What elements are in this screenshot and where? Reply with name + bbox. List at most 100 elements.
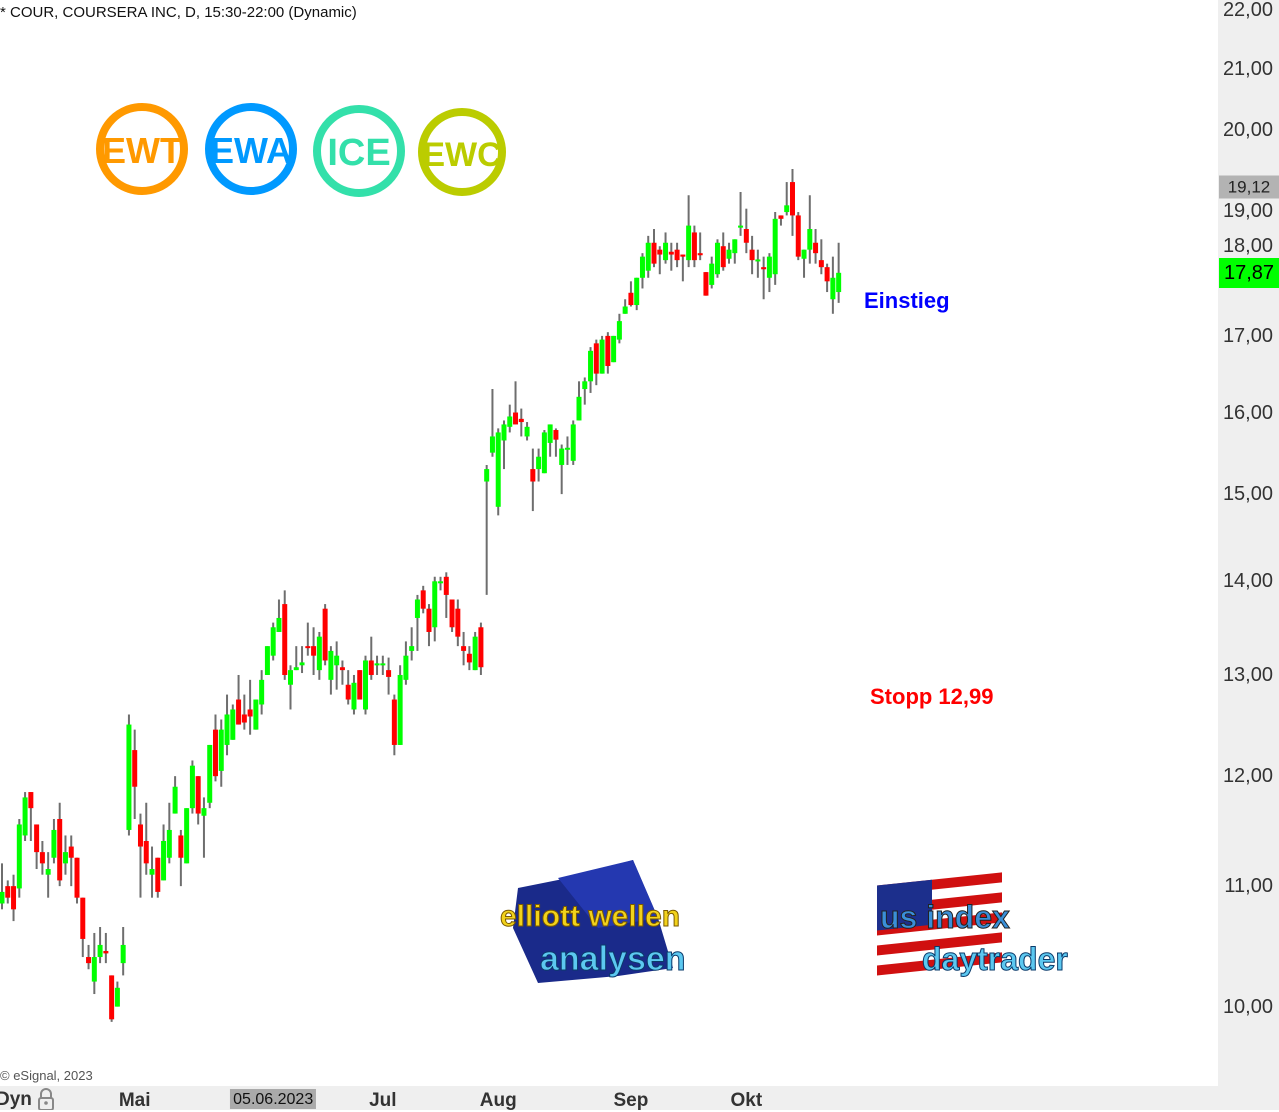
candle bbox=[541, 430, 547, 474]
candle-body-up bbox=[663, 242, 669, 261]
candle bbox=[663, 232, 669, 264]
candle bbox=[5, 880, 11, 904]
candle-body-up bbox=[374, 663, 380, 666]
candle-body-down bbox=[143, 840, 149, 864]
candle bbox=[218, 719, 224, 787]
candle-body-down bbox=[5, 886, 11, 898]
price-axis[interactable]: 22,00 21,00 20,00 19,00 18,00 17,00 16,00 15,00… bbox=[1218, 0, 1279, 1086]
candle-body-up bbox=[270, 627, 276, 656]
candle bbox=[230, 704, 236, 740]
candle-body-up bbox=[45, 869, 51, 875]
candle-body-down bbox=[420, 590, 426, 609]
badge-ewc-icon: EWC bbox=[418, 108, 506, 196]
copyright-text: © eSignal, 2023 bbox=[0, 1068, 93, 1083]
candle-body-down bbox=[478, 627, 484, 668]
candle-body-up bbox=[224, 714, 230, 745]
candle-body-up bbox=[489, 436, 495, 453]
candle-body-down bbox=[305, 646, 311, 649]
candle-body-up bbox=[564, 447, 570, 450]
candle bbox=[68, 835, 74, 887]
candle bbox=[45, 852, 51, 898]
candle-body-up bbox=[276, 617, 282, 632]
candle-body-up bbox=[316, 636, 322, 671]
time-axis[interactable]: Dyn Mai 05.06.2023 Jul Aug Sep Okt bbox=[0, 1086, 1279, 1111]
y-tick-label: 22,00 bbox=[1222, 0, 1273, 21]
candle bbox=[103, 932, 109, 964]
last-price-label: 17,87 bbox=[1219, 257, 1279, 288]
candle bbox=[645, 235, 651, 278]
candle-body-up bbox=[97, 944, 103, 958]
candle bbox=[178, 829, 184, 887]
high-price-label: 19,12 bbox=[1219, 175, 1279, 199]
candle bbox=[57, 802, 63, 887]
candle bbox=[184, 808, 190, 864]
candle-body-down bbox=[449, 599, 455, 628]
candle-body-up bbox=[397, 674, 403, 745]
candle bbox=[409, 627, 415, 661]
candle-body-down bbox=[236, 699, 242, 725]
candle bbox=[374, 655, 380, 675]
candle bbox=[495, 428, 501, 516]
candle bbox=[74, 857, 80, 904]
candle-body-up bbox=[801, 249, 807, 259]
candle-body-up bbox=[709, 263, 715, 285]
candle-body-down bbox=[749, 249, 755, 261]
y-tick-label: 12,00 bbox=[1222, 765, 1273, 788]
usindex-logo-line2: daytrader bbox=[922, 941, 1068, 977]
candle-body-up bbox=[830, 277, 836, 300]
candle-body-down bbox=[720, 246, 726, 268]
candle-body-down bbox=[674, 249, 680, 261]
lock-icon[interactable] bbox=[36, 1088, 56, 1110]
candle bbox=[414, 594, 420, 651]
candle bbox=[455, 599, 461, 647]
candle bbox=[22, 792, 28, 841]
candle bbox=[657, 246, 663, 275]
candle-body-down bbox=[530, 469, 536, 482]
candle-body-down bbox=[39, 852, 45, 864]
candle bbox=[709, 256, 715, 289]
candle-body-down bbox=[11, 886, 17, 910]
candle bbox=[778, 215, 784, 226]
candle bbox=[247, 679, 253, 735]
candle-body-down bbox=[80, 897, 86, 939]
candle-body-down bbox=[28, 792, 34, 809]
candle bbox=[264, 646, 270, 675]
candle-body-up bbox=[149, 869, 155, 875]
candle bbox=[789, 168, 795, 236]
dynamic-mode-label[interactable]: Dyn bbox=[0, 1089, 32, 1110]
candle-body-down bbox=[34, 824, 40, 853]
candle bbox=[380, 655, 386, 675]
candle-body-down bbox=[668, 251, 674, 255]
candle bbox=[293, 646, 299, 671]
candle-body-down bbox=[813, 242, 819, 254]
candle bbox=[11, 874, 17, 922]
candle bbox=[813, 229, 819, 264]
candle bbox=[807, 195, 813, 264]
y-tick-label: 15,00 bbox=[1222, 483, 1273, 506]
candle-body-down bbox=[761, 267, 767, 270]
candle-body-up bbox=[582, 381, 588, 390]
candle bbox=[212, 714, 218, 782]
candle bbox=[253, 699, 259, 730]
candle-body-up bbox=[726, 249, 732, 259]
candle-body-up bbox=[501, 424, 507, 441]
candle bbox=[201, 797, 207, 858]
candle bbox=[438, 576, 444, 591]
candle bbox=[489, 389, 495, 457]
candle bbox=[34, 824, 40, 870]
candle-body-down bbox=[155, 857, 161, 892]
candle-body-down bbox=[789, 182, 795, 216]
candle bbox=[616, 313, 622, 344]
candle bbox=[524, 422, 530, 441]
candle bbox=[611, 335, 617, 363]
badge-ewa-icon: EWA bbox=[205, 103, 297, 195]
candle bbox=[172, 776, 178, 814]
candlestick-plot[interactable] bbox=[0, 0, 1218, 1086]
candle-body-up bbox=[755, 259, 761, 262]
candle bbox=[536, 448, 542, 482]
badge-ewa-label: EWA bbox=[210, 130, 292, 171]
candle bbox=[432, 576, 438, 642]
candle bbox=[86, 944, 92, 970]
candle-body-up bbox=[293, 667, 299, 671]
x-tick-label: Aug bbox=[479, 1090, 517, 1111]
